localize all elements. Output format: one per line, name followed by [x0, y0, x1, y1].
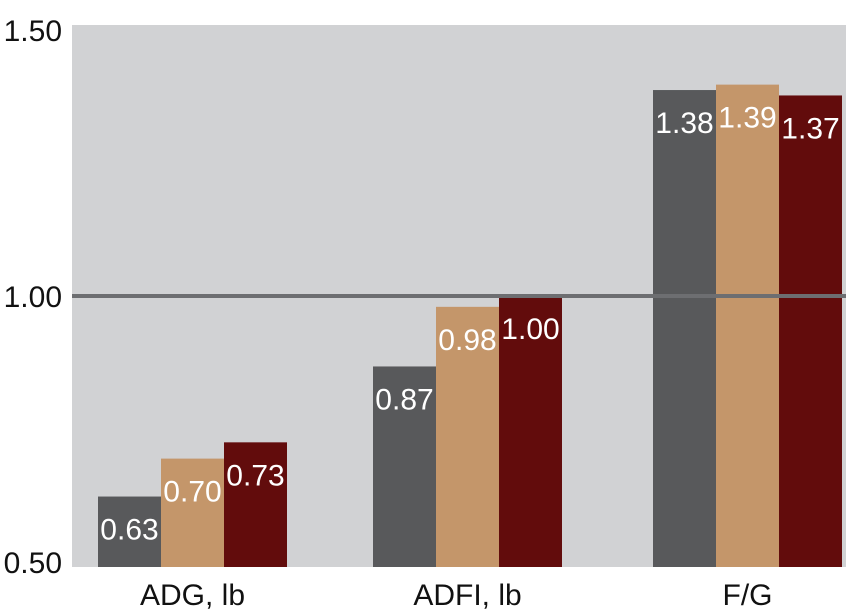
bar-2-2	[779, 95, 842, 568]
data-label-1-2: 1.00	[501, 313, 559, 346]
bar-1-0	[373, 366, 436, 567]
data-label-0-2: 0.73	[226, 459, 284, 492]
bar-1-1	[436, 306, 499, 567]
data-label-1-0: 0.87	[375, 383, 433, 416]
data-label-2-1: 1.39	[718, 102, 776, 135]
bars-layer	[98, 84, 842, 568]
y-tick-label-0: 0.50	[4, 547, 62, 580]
data-label-2-2: 1.37	[781, 112, 839, 145]
bar-2-1	[716, 84, 779, 568]
data-label-1-1: 0.98	[438, 324, 496, 357]
category-label-1: ADFI, lb	[413, 579, 521, 610]
bar-1-2	[499, 296, 562, 567]
data-label-2-0: 1.38	[655, 107, 713, 140]
bar-2-0	[653, 90, 716, 567]
category-label-2: F/G	[723, 579, 773, 610]
bar-0-2	[224, 442, 287, 567]
data-labels: 0.630.70 0.73 0.870.98 1.00 1.38 1.39 1.37	[100, 102, 839, 547]
category-label-0: ADG, lb	[140, 579, 245, 610]
data-label-0-1: 0.70	[163, 476, 221, 509]
bar-0-1	[161, 458, 224, 567]
bar-0-0	[98, 496, 161, 567]
y-tick-label-2: 1.50	[4, 15, 62, 48]
y-tick-label-1: 1.00	[4, 281, 62, 314]
x-axis-labels: ADG, lb ADFI, lb F/G	[140, 579, 773, 610]
data-label-0-0: 0.63	[100, 514, 158, 547]
y-axis-labels: 0.50 1.00 1.50	[4, 15, 62, 580]
